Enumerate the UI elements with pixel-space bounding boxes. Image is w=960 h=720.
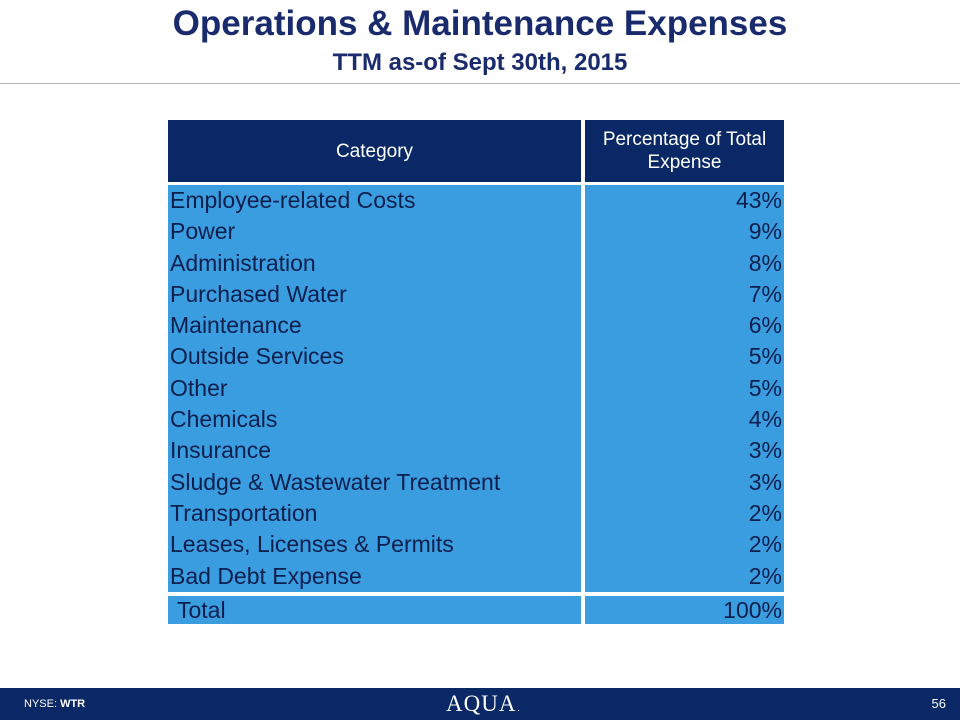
table-row: Power 9% [168, 216, 784, 248]
table-row: Chemicals 4% [168, 404, 784, 436]
row-percentage: 6% [585, 310, 784, 342]
row-category: Transportation [168, 497, 585, 530]
row-category: Administration [168, 247, 585, 279]
table-row: Employee-related Costs 43% [168, 182, 784, 217]
row-category: Leases, Licenses & Permits [168, 529, 585, 561]
row-category: Chemicals [168, 404, 585, 436]
page-subtitle: TTM as-of Sept 30th, 2015 [332, 49, 628, 76]
column-header-category: Category [168, 120, 585, 182]
row-percentage: 3% [585, 466, 784, 498]
table-row: Transportation 2% [168, 497, 784, 530]
row-category: Outside Services [168, 341, 585, 373]
exchange-label: NYSE: [24, 698, 58, 710]
footer-bar: NYSE: WTR AQUA. 56 [0, 688, 960, 720]
row-percentage: 7% [585, 278, 784, 311]
table-row: Outside Services 5% [168, 341, 784, 373]
ticker: NYSE: WTR [24, 698, 85, 710]
table-row: Bad Debt Expense 2% [168, 560, 784, 592]
row-category: Insurance [168, 435, 585, 467]
row-category: Other [168, 372, 585, 405]
aqua-logo: AQUA. [446, 691, 521, 720]
row-percentage: 2% [585, 560, 784, 592]
row-percentage: 3% [585, 435, 784, 467]
expense-table-container: Category Percentage of Total Expense Emp… [168, 120, 784, 624]
expense-table: Category Percentage of Total Expense Emp… [168, 120, 784, 624]
row-percentage: 5% [585, 372, 784, 405]
row-percentage: 2% [585, 497, 784, 530]
row-category: Maintenance [168, 310, 585, 342]
logo-mark: . [517, 703, 521, 713]
row-category: Sludge & Wastewater Treatment [168, 466, 585, 498]
logo-text: AQUA [446, 691, 517, 716]
table-row: Sludge & Wastewater Treatment 3% [168, 466, 784, 498]
total-value: 100% [585, 591, 784, 624]
row-percentage: 9% [585, 216, 784, 248]
title-divider [0, 83, 960, 84]
page-number: 56 [931, 696, 946, 711]
table-row: Administration 8% [168, 247, 784, 279]
column-header-percentage: Percentage of Total Expense [585, 120, 784, 182]
row-percentage: 5% [585, 341, 784, 373]
row-percentage: 43% [585, 182, 784, 217]
row-category: Purchased Water [168, 278, 585, 311]
row-category: Employee-related Costs [168, 182, 585, 217]
table-body: Employee-related Costs 43% Power 9% Administ… [168, 182, 784, 592]
table-header-row: Category Percentage of Total Expense [168, 120, 784, 182]
table-row: Leases, Licenses & Permits 2% [168, 529, 784, 561]
table-row: Other 5% [168, 372, 784, 405]
total-label: Total [168, 591, 585, 624]
table-total-row: Total 100% [168, 591, 784, 624]
table-row: Maintenance 6% [168, 310, 784, 342]
row-percentage: 4% [585, 404, 784, 436]
row-category: Power [168, 216, 585, 248]
page-title: Operations & Maintenance Expenses [172, 4, 788, 43]
table-row: Insurance 3% [168, 435, 784, 467]
ticker-symbol: WTR [60, 698, 86, 710]
table-row: Purchased Water 7% [168, 278, 784, 311]
row-percentage: 2% [585, 529, 784, 561]
row-percentage: 8% [585, 247, 784, 279]
row-category: Bad Debt Expense [168, 560, 585, 592]
